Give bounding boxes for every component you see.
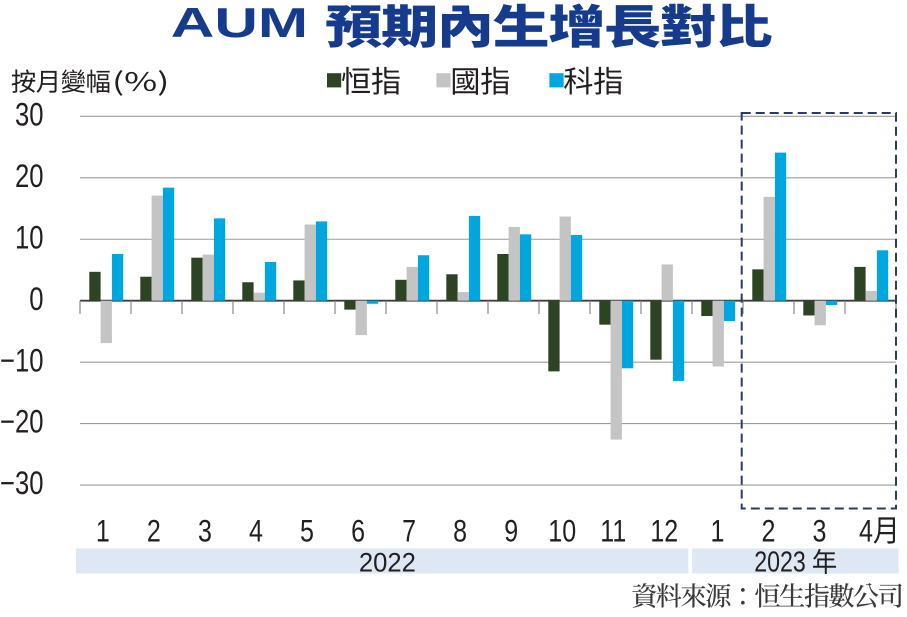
svg-text:2022: 2022 xyxy=(359,547,416,577)
svg-text:3: 3 xyxy=(813,514,827,549)
svg-text:−10: −10 xyxy=(0,342,44,379)
svg-text:4: 4 xyxy=(249,514,263,549)
svg-text:11: 11 xyxy=(600,514,626,549)
svg-text:8: 8 xyxy=(453,514,467,549)
svg-text:1: 1 xyxy=(711,514,725,549)
svg-text:12: 12 xyxy=(650,514,678,549)
svg-text:−20: −20 xyxy=(0,404,44,441)
svg-text:9: 9 xyxy=(504,514,518,549)
svg-text:0: 0 xyxy=(29,281,43,318)
svg-text:3: 3 xyxy=(198,514,212,549)
svg-text:−30: −30 xyxy=(0,465,44,502)
svg-text:2023: 2023 xyxy=(754,548,806,579)
svg-text:10: 10 xyxy=(15,219,44,256)
svg-text:1: 1 xyxy=(96,514,110,549)
svg-text:5: 5 xyxy=(300,514,314,549)
svg-text:10: 10 xyxy=(548,514,576,549)
svg-text:30: 30 xyxy=(15,97,44,134)
svg-text:6: 6 xyxy=(351,514,365,549)
svg-text:20: 20 xyxy=(15,158,44,195)
svg-text:AUM: AUM xyxy=(171,0,308,46)
svg-text:2: 2 xyxy=(762,514,776,549)
svg-text:2: 2 xyxy=(147,514,161,549)
svg-text:4: 4 xyxy=(859,514,873,549)
svg-text:7: 7 xyxy=(402,514,416,549)
